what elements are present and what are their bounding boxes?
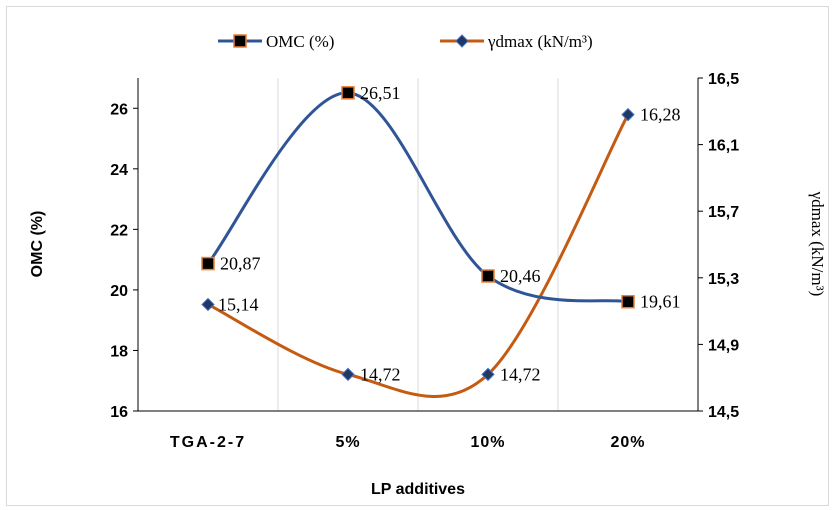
- omc-point: [341, 86, 355, 100]
- gamma-point: [341, 367, 355, 382]
- legend-omc-marker: [233, 34, 247, 48]
- y2-tick-label: 15,3: [708, 271, 739, 288]
- data-label: 14,72: [360, 364, 401, 384]
- omc-point: [481, 269, 495, 283]
- x-tick-label: 20%: [610, 434, 645, 451]
- grid-lines: [277, 78, 559, 411]
- y2-tick-label: 15,7: [708, 204, 739, 221]
- y2-axis-title: γdmax (kN/m³): [808, 191, 827, 297]
- gamma-point: [621, 107, 635, 122]
- legend: OMC (%) γdmax (kN/m³): [218, 32, 593, 51]
- data-label: 14,72: [500, 364, 541, 384]
- data-labels: 15,14 14,72 14,72 16,28 20,87 26,51 20,46 19,61: [218, 83, 681, 385]
- legend-gamma-label: γdmax (kN/m³): [487, 32, 593, 51]
- x-axis-title: LP additives: [371, 481, 465, 498]
- y-tick-label: 26: [110, 101, 128, 118]
- y-axis-title: OMC (%): [29, 211, 46, 278]
- y2-tick-label: 16,1: [708, 138, 739, 155]
- y-tick-label: 20: [110, 283, 128, 300]
- left-axis-ticks: 16 18 20 22 24 26: [110, 101, 138, 421]
- y2-tick-label: 14,9: [708, 337, 739, 354]
- gamma-point: [481, 367, 495, 382]
- x-tick-label: 5%: [335, 434, 360, 451]
- legend-gamma-marker: [455, 34, 469, 48]
- right-axis-ticks: 14,5 14,9 15,3 15,7 16,1 16,5: [698, 71, 739, 421]
- data-label: 20,87: [220, 254, 261, 274]
- data-label: 15,14: [218, 294, 259, 314]
- series-layer: [201, 86, 635, 398]
- y-tick-label: 18: [110, 343, 128, 360]
- omc-point: [201, 256, 215, 271]
- data-label: 20,46: [500, 266, 541, 286]
- data-label: 16,28: [640, 105, 681, 125]
- y-tick-label: 16: [110, 404, 128, 421]
- gamma-point: [201, 297, 215, 312]
- x-tick-label: 10%: [470, 434, 505, 451]
- y-tick-label: 22: [110, 222, 128, 239]
- x-axis-ticks: TGA-2-7 5% 10% 20%: [170, 434, 645, 451]
- data-label: 19,61: [640, 292, 681, 312]
- data-label: 26,51: [360, 83, 401, 103]
- series-line-omc: [206, 91, 629, 304]
- y-tick-label: 24: [110, 162, 128, 179]
- omc-point: [621, 294, 635, 309]
- y2-tick-label: 14,5: [708, 404, 739, 421]
- legend-omc-label: OMC (%): [266, 32, 334, 51]
- series-line-gamma: [207, 113, 630, 398]
- y2-tick-label: 16,5: [708, 71, 739, 88]
- x-tick-label: TGA-2-7: [170, 434, 246, 451]
